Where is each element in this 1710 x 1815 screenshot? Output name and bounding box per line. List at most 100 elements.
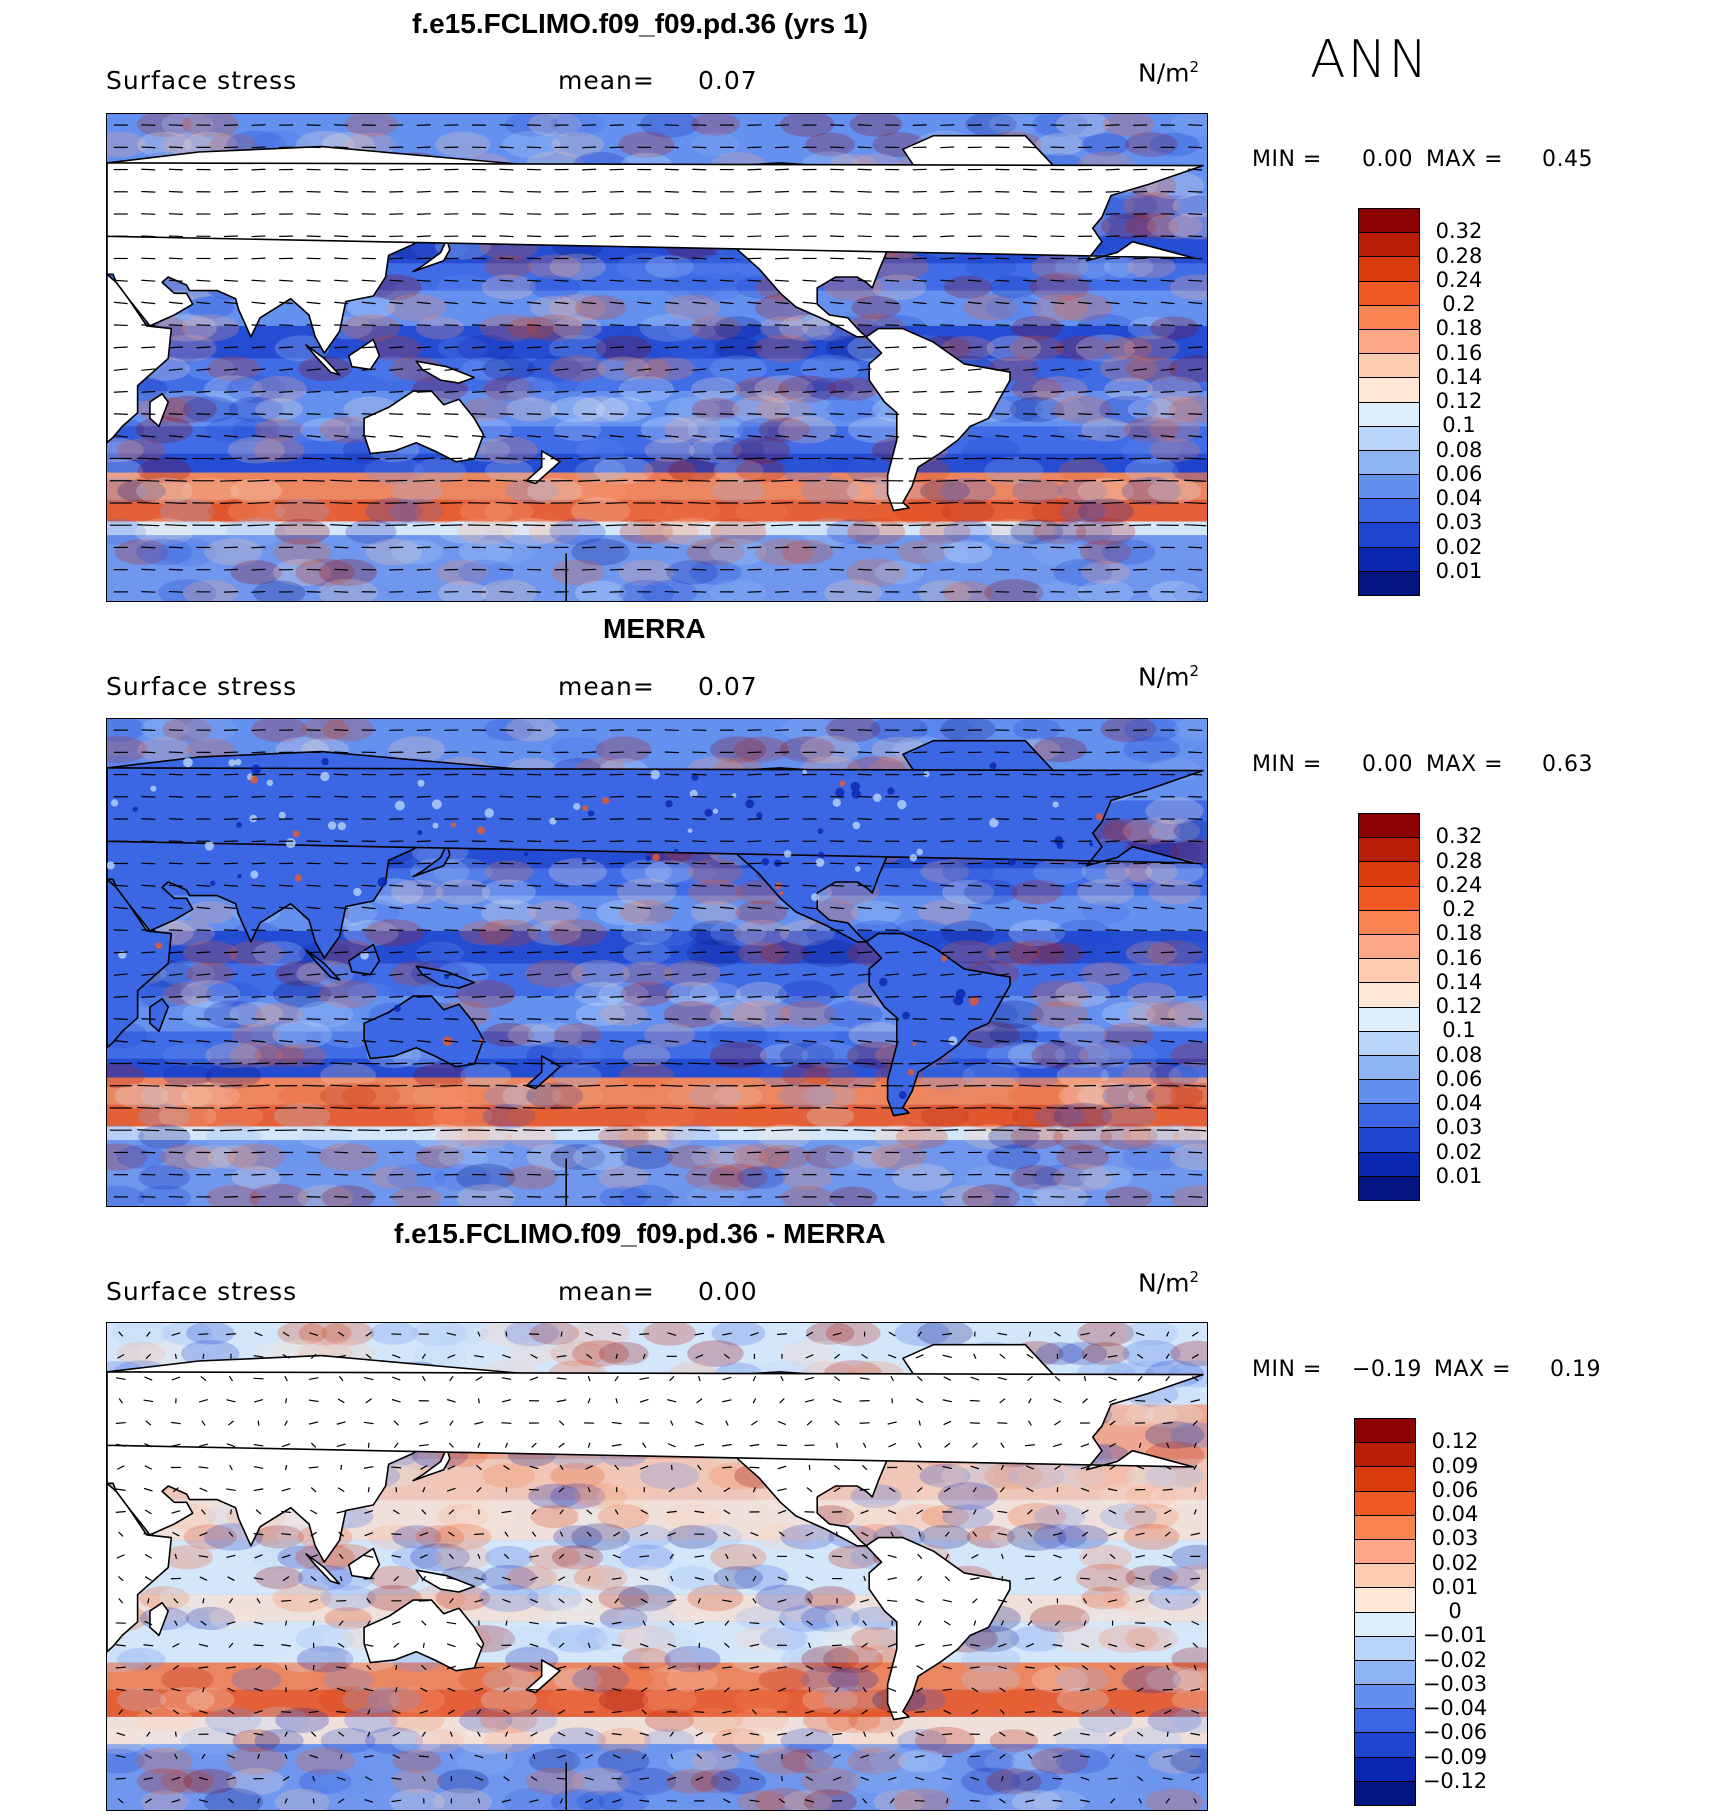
wind-arrow bbox=[527, 1040, 541, 1043]
shading-blob bbox=[318, 1143, 378, 1171]
wind-arrow bbox=[1188, 546, 1203, 549]
wind-arrow bbox=[834, 1687, 840, 1693]
wind-arrow bbox=[722, 1399, 732, 1403]
wind-arrow bbox=[141, 146, 156, 149]
wind-arrow bbox=[255, 1664, 262, 1671]
colorbar-segment bbox=[1359, 983, 1419, 1008]
shading-blob bbox=[689, 1083, 742, 1109]
wind-arrow bbox=[144, 1465, 153, 1470]
shading-blob bbox=[803, 1789, 857, 1810]
shading-blob bbox=[413, 1103, 467, 1129]
shading-blob bbox=[593, 456, 654, 485]
wind-arrow bbox=[692, 795, 707, 798]
wind-arrow bbox=[943, 1420, 952, 1426]
shading-blob bbox=[181, 1502, 240, 1531]
wind-arrow bbox=[227, 1576, 235, 1581]
wind-arrow bbox=[529, 1555, 539, 1558]
shading-blob bbox=[1077, 878, 1135, 906]
wind-arrow bbox=[251, 213, 266, 215]
shading-blob bbox=[250, 1706, 309, 1734]
wind-arrow bbox=[447, 1687, 456, 1692]
wind-arrow bbox=[361, 1018, 376, 1020]
shading-blob bbox=[712, 437, 765, 463]
wind-arrow bbox=[1025, 1799, 1035, 1803]
shading-blob bbox=[1168, 1000, 1207, 1029]
wind-arrow bbox=[1135, 1532, 1145, 1536]
min-label: MIN = bbox=[1252, 752, 1322, 777]
wind-arrow bbox=[171, 1798, 181, 1803]
shading-blob bbox=[550, 559, 605, 586]
shading-blob bbox=[825, 1605, 882, 1632]
shading-blob bbox=[390, 879, 444, 905]
shading-blob bbox=[433, 858, 493, 886]
wind-arrow bbox=[660, 524, 683, 527]
shading-blob bbox=[274, 498, 330, 525]
colorbar-tick-label: 0.06 bbox=[1431, 1477, 1479, 1502]
wind-arrow bbox=[857, 1018, 872, 1020]
wind-arrow bbox=[725, 1575, 729, 1582]
wind-arrow bbox=[1046, 524, 1069, 527]
wind-arrow bbox=[998, 1798, 1006, 1804]
shading-blob bbox=[1168, 355, 1207, 383]
shading-blob bbox=[1058, 1341, 1108, 1366]
wind-arrow bbox=[908, 1107, 931, 1109]
shading-blob bbox=[987, 940, 1041, 966]
wind-arrow bbox=[660, 457, 683, 460]
wind-arrow bbox=[223, 884, 238, 887]
wind-arrow bbox=[330, 1062, 353, 1065]
wind-arrow bbox=[1050, 995, 1065, 998]
wind-arrow bbox=[857, 795, 872, 798]
wind-arrow bbox=[943, 1709, 952, 1715]
wind-arrow bbox=[1078, 390, 1093, 393]
shading-blob bbox=[319, 558, 378, 587]
wind-arrow bbox=[664, 729, 679, 732]
wind-arrow bbox=[253, 1577, 264, 1581]
wind-arrow bbox=[640, 1465, 649, 1470]
wind-arrow bbox=[609, 1173, 624, 1176]
wind-arrow bbox=[747, 390, 762, 393]
colorbar-segment bbox=[1359, 959, 1419, 984]
shading-blob bbox=[1146, 1001, 1203, 1028]
shading-blob bbox=[1034, 1504, 1086, 1529]
shading-band bbox=[107, 1031, 1207, 1059]
shading-blob bbox=[758, 1667, 810, 1692]
wind-arrow bbox=[389, 368, 404, 371]
wind-arrow bbox=[444, 279, 459, 282]
mean-value: 0.00 bbox=[698, 1277, 758, 1306]
wind-arrow bbox=[719, 973, 734, 976]
wind-arrow bbox=[143, 1644, 154, 1647]
wind-arrow bbox=[940, 973, 955, 976]
wind-arrow bbox=[1163, 1643, 1172, 1648]
wind-arrow bbox=[198, 1466, 209, 1469]
wind-arrow bbox=[1192, 1420, 1198, 1426]
shading-blob bbox=[1170, 1748, 1207, 1774]
wind-arrow bbox=[254, 1710, 263, 1714]
wind-arrow bbox=[917, 1553, 923, 1560]
shading-blob bbox=[597, 1748, 650, 1774]
wind-arrow bbox=[885, 435, 900, 438]
wind-arrow bbox=[582, 568, 597, 571]
colorbar-segment bbox=[1359, 886, 1419, 911]
wind-arrow bbox=[223, 257, 238, 260]
wind-arrow bbox=[251, 818, 266, 820]
wind-arrow bbox=[917, 1620, 922, 1626]
wind-arrow bbox=[361, 390, 376, 393]
wind-arrow bbox=[1018, 1084, 1041, 1087]
wind-arrow bbox=[826, 457, 849, 460]
wind-arrow bbox=[688, 479, 711, 482]
land-speckle bbox=[902, 1011, 910, 1020]
wind-arrow bbox=[912, 951, 927, 954]
shading-blob bbox=[779, 314, 836, 342]
wind-arrow bbox=[660, 1129, 683, 1132]
wind-arrow bbox=[440, 1084, 463, 1087]
colorbar-segment bbox=[1359, 838, 1419, 863]
wind-arrow bbox=[499, 190, 514, 193]
land-europe bbox=[107, 767, 1204, 867]
shading-blob bbox=[137, 458, 192, 484]
shading-blob bbox=[825, 719, 881, 743]
wind-arrow bbox=[334, 590, 349, 593]
wind-arrow bbox=[943, 1376, 952, 1381]
shading-blob bbox=[295, 1625, 355, 1653]
wind-arrow bbox=[1137, 1776, 1144, 1782]
wind-arrow bbox=[692, 235, 707, 238]
